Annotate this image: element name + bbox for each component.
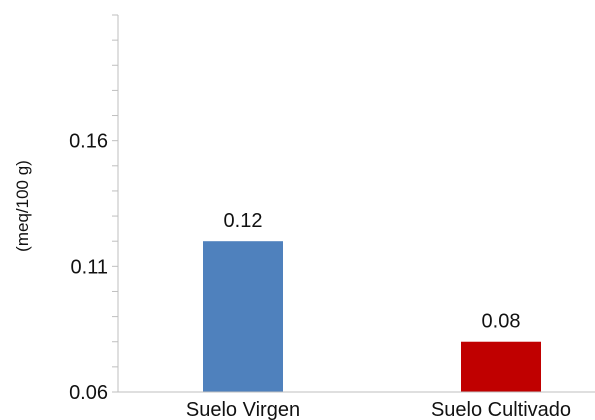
bar xyxy=(461,341,541,392)
bar xyxy=(203,241,283,392)
y-axis-title: (meq/100 g) xyxy=(13,160,32,252)
y-tick-label: 0.16 xyxy=(69,131,108,153)
y-tick-label: 0.11 xyxy=(71,256,108,278)
bars xyxy=(203,241,541,392)
category-label: Suelo Cultivado xyxy=(431,399,571,420)
y-tick-label: 0.06 xyxy=(69,382,108,404)
category-label: Suelo Virgen xyxy=(186,399,300,420)
y-axis-ticks: 0.06 0.11 0.16 xyxy=(69,14,118,404)
data-labels: 0.12 0.08 xyxy=(224,210,521,333)
bar-data-label: 0.08 xyxy=(482,311,521,333)
bar-data-label: 0.12 xyxy=(224,210,263,232)
category-labels: Suelo Virgen Suelo Cultivado xyxy=(186,399,571,420)
